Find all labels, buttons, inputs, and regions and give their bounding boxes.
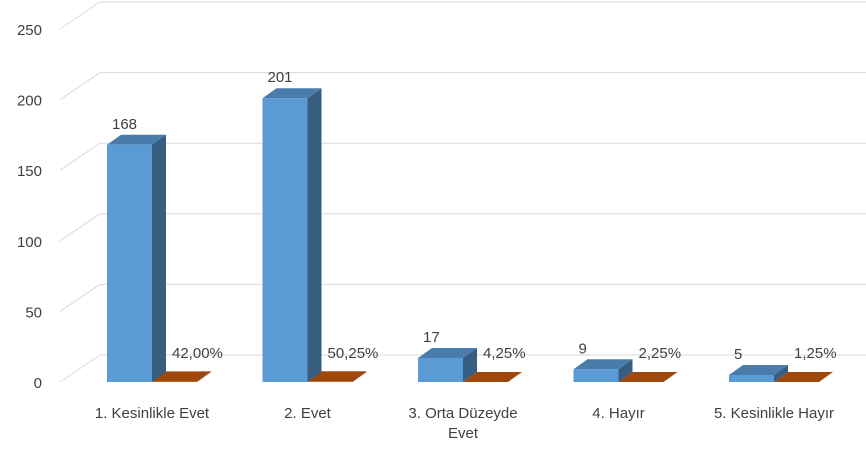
- x-tick-label: 5. Kesinlikle Hayır: [713, 405, 835, 422]
- y-tick-label: 200: [17, 93, 42, 110]
- bar-face: [618, 371, 678, 382]
- bar-face: [307, 381, 353, 382]
- grid-line: [59, 72, 866, 101]
- bar-face: [152, 134, 166, 382]
- bar-face: [774, 371, 833, 382]
- y-tick-label: 150: [17, 163, 42, 180]
- bar-face: [573, 369, 619, 382]
- data-label: 1,25%: [794, 345, 837, 362]
- data-label: 9: [579, 340, 587, 357]
- y-tick-label: 0: [34, 375, 42, 392]
- bar: [618, 371, 678, 382]
- data-label: 4,25%: [483, 345, 526, 362]
- x-tick-label: 3. Orta Düzeyde Evet: [408, 405, 518, 442]
- grid-line: [59, 142, 866, 171]
- bar-face: [729, 364, 788, 375]
- bar-face: [262, 88, 322, 99]
- data-label: 5: [734, 346, 742, 363]
- grid-line: [59, 354, 866, 383]
- bar-face: [463, 371, 522, 382]
- bar-face: [152, 371, 211, 382]
- bar-face: [819, 371, 833, 382]
- bar: [774, 371, 833, 382]
- bar-face: [418, 357, 463, 382]
- x-tick-label: 4. Hayır: [592, 405, 645, 422]
- data-label: 42,00%: [172, 345, 223, 362]
- data-label: 168: [112, 116, 137, 133]
- data-label: 50,25%: [328, 345, 379, 362]
- bar-face: [418, 347, 477, 358]
- data-label: 201: [268, 69, 293, 86]
- bar-face: [307, 88, 322, 383]
- bar: [262, 88, 322, 383]
- y-tick-label: 250: [17, 22, 42, 39]
- bar-face: [197, 371, 211, 382]
- data-label: 17: [423, 329, 440, 346]
- bar-face: [107, 134, 166, 145]
- bar-face: [262, 98, 308, 383]
- grid-line: [59, 213, 866, 242]
- bar-face: [307, 371, 367, 382]
- bar: [573, 359, 633, 382]
- bar-face: [463, 347, 477, 382]
- bar: [463, 371, 522, 382]
- x-tick-label: 1. Kesinlikle Evet: [94, 405, 210, 422]
- bar-face: [663, 371, 678, 382]
- x-tick-label: 2. Evet: [284, 405, 331, 422]
- bar-face: [107, 144, 152, 382]
- data-label: 2,25%: [639, 345, 682, 362]
- bar-face: [352, 371, 367, 382]
- grid-line: [59, 283, 866, 312]
- bar-face: [508, 371, 522, 382]
- y-tick-label: 50: [25, 304, 42, 321]
- y-tick-label: 100: [17, 234, 42, 251]
- bar-face: [152, 381, 197, 382]
- grid-line: [59, 1, 866, 30]
- bar: [152, 371, 211, 382]
- bar-face: [774, 364, 788, 382]
- bar: [418, 347, 477, 382]
- bar-face: [618, 359, 633, 382]
- bar-face: [573, 359, 633, 370]
- bar: [307, 371, 367, 382]
- bar: [107, 134, 166, 382]
- bar-face: [729, 374, 774, 382]
- bar: [729, 364, 788, 382]
